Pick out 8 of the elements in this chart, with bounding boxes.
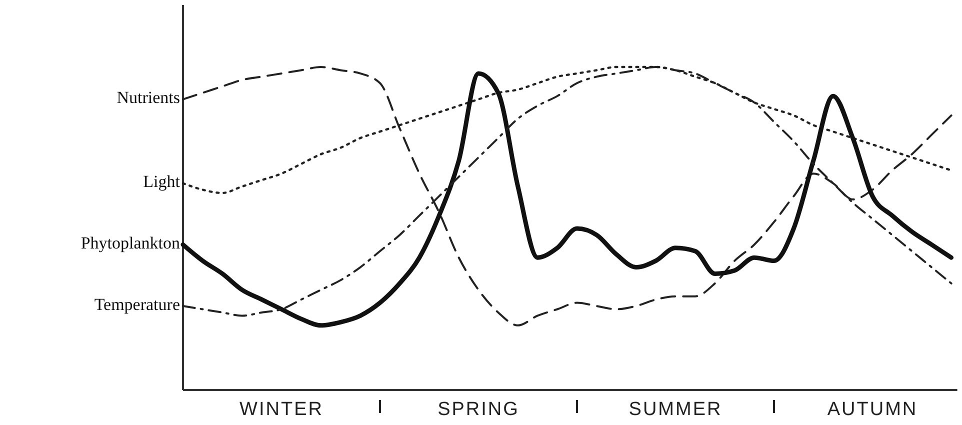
series-label: Temperature [94, 294, 180, 314]
x-tick-label: WINTER [240, 399, 324, 420]
series-label: Light [143, 172, 180, 192]
x-tick-label: AUTUMN [827, 399, 918, 420]
x-tick-label: SUMMER [628, 399, 722, 420]
series-label: Nutrients [116, 88, 180, 108]
series-label: Phytoplankton [80, 234, 180, 253]
x-tick-label: SPRING [438, 399, 520, 420]
